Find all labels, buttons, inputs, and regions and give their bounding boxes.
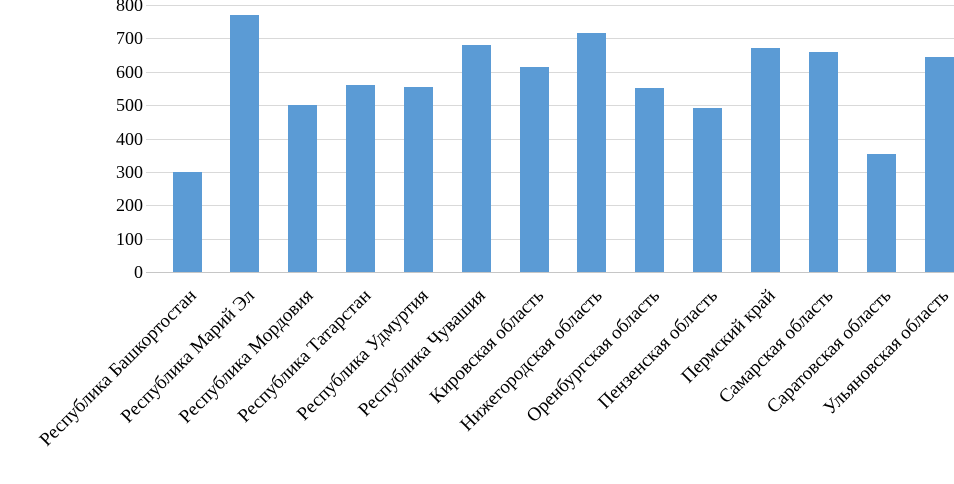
x-axis-line — [146, 272, 954, 273]
bar-6 — [520, 67, 549, 272]
y-axis-tick-label: 300 — [116, 162, 143, 182]
y-axis-tick-label: 0 — [134, 262, 143, 282]
bar-13 — [925, 57, 954, 272]
y-gridline — [146, 5, 954, 6]
bar-4 — [404, 87, 433, 272]
bar-2 — [288, 105, 317, 272]
bar-0 — [173, 172, 202, 272]
bar-1 — [230, 15, 259, 272]
y-gridline — [146, 38, 954, 39]
bar-11 — [809, 52, 838, 272]
y-axis-tick-label: 200 — [116, 195, 143, 215]
bar-3 — [346, 85, 375, 272]
bar-10 — [751, 48, 780, 272]
y-axis-tick-label: 600 — [116, 62, 143, 82]
y-axis-tick-label: 100 — [116, 229, 143, 249]
bar-5 — [462, 45, 491, 272]
y-axis-tick-label: 800 — [116, 0, 143, 15]
bar-7 — [577, 33, 606, 272]
bar-9 — [693, 108, 722, 272]
y-axis-tick-label: 700 — [116, 28, 143, 48]
bar-12 — [867, 154, 896, 272]
y-axis-tick-label: 500 — [116, 95, 143, 115]
y-axis-tick-label: 400 — [116, 129, 143, 149]
bar-8 — [635, 88, 664, 272]
